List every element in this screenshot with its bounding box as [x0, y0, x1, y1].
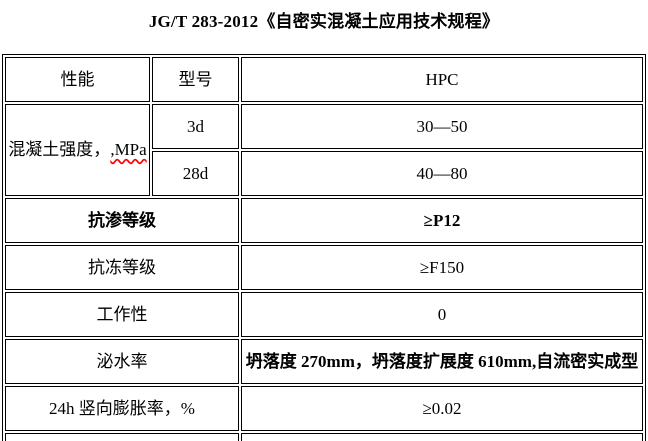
table-row-vertical-expansion: 24h 竖向膨胀率，% ≥0.02: [5, 386, 643, 431]
cell-age-3d: 3d: [152, 104, 239, 149]
spec-table: 性能 型号 HPC 混凝土强度，,MPa 3d 30—50 28d 40—80 …: [2, 54, 646, 441]
cell-age-28d: 28d: [152, 151, 239, 196]
table-row-impermeability: 抗渗等级 ≥P12: [5, 198, 643, 243]
cell-frost-resistance-label: 抗冻等级: [5, 245, 239, 290]
header-cell-model: 型号: [152, 57, 239, 102]
page-title: JG/T 283-2012《自密实混凝土应用技术规程》: [148, 12, 500, 31]
cell-bleeding-rate-value: 坍落度 270mm，坍落度扩展度 610mm,自流密实成型: [241, 339, 643, 384]
cell-vertical-expansion-label: 24h 竖向膨胀率，%: [5, 386, 239, 431]
cell-vertical-expansion-value: ≥0.02: [241, 386, 643, 431]
table-row-frost-resistance: 抗冻等级 ≥F150: [5, 245, 643, 290]
strength-unit-text: ,MPa: [110, 140, 147, 160]
cell-partial-value: [241, 433, 643, 441]
cell-partial-label: [5, 433, 239, 441]
cell-impermeability-value: ≥P12: [241, 198, 643, 243]
table-row-header: 性能 型号 HPC: [5, 57, 643, 102]
strength-label-text: 混凝土强度，: [8, 140, 111, 160]
table-row-workability: 工作性 0: [5, 292, 643, 337]
cell-value-3d: 30—50: [241, 104, 643, 149]
cell-workability-label: 工作性: [5, 292, 239, 337]
table-row-strength-28d: 28d 40—80: [5, 151, 643, 196]
table-row-bleeding-rate: 泌水率 坍落度 270mm，坍落度扩展度 610mm,自流密实成型: [5, 339, 643, 384]
header-cell-performance: 性能: [5, 57, 150, 102]
cell-bleeding-rate-label: 泌水率: [5, 339, 239, 384]
table-row-strength-3d: 混凝土强度，,MPa 3d 30—50: [5, 104, 643, 196]
table-row-partial: [5, 433, 643, 441]
cell-impermeability-label: 抗渗等级: [5, 198, 239, 243]
cell-concrete-strength-label: 混凝土强度，,MPa: [5, 104, 150, 196]
cell-frost-resistance-value: ≥F150: [241, 245, 643, 290]
cell-workability-value: 0: [241, 292, 643, 337]
cell-value-28d: 40—80: [241, 151, 643, 196]
header-cell-type: HPC: [241, 57, 643, 102]
